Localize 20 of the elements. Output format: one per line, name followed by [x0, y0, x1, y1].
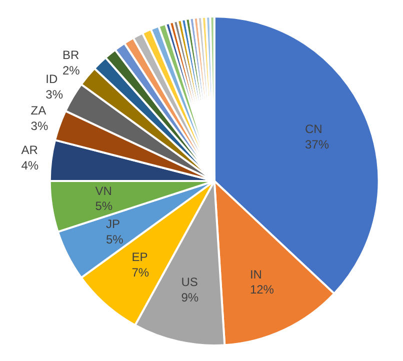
slice-label: AR — [21, 143, 38, 158]
slice-label: US — [181, 275, 198, 290]
data-label: 3% — [46, 87, 64, 102]
slice-label: ZA — [30, 103, 46, 118]
slice-label: BR — [62, 48, 80, 62]
data-label: 4% — [21, 158, 39, 172]
data-label: 2% — [62, 64, 80, 78]
slice-label: IN — [250, 267, 262, 282]
data-label: 12% — [250, 282, 274, 297]
slice-label: VN — [95, 184, 112, 198]
data-label: 7% — [132, 265, 150, 280]
slice-label: JP — [106, 216, 120, 231]
data-label: 3% — [30, 118, 48, 133]
slice-label: ID — [46, 72, 58, 86]
data-label: 5% — [106, 232, 124, 246]
data-label: 37% — [304, 137, 330, 152]
slice-label: CN — [304, 122, 322, 136]
slice-label: EP — [132, 250, 148, 264]
data-label: 5% — [95, 199, 113, 214]
data-label: 9% — [181, 290, 199, 305]
